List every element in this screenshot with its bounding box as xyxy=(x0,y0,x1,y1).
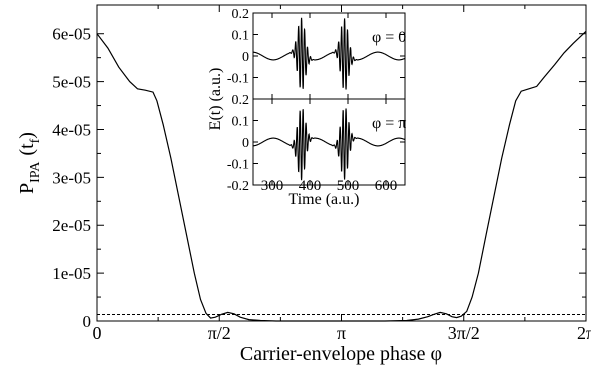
y-label-arg: (t xyxy=(16,143,38,156)
main-y-tick-label: 4e-05 xyxy=(52,120,91,139)
inset-y-tick-label: 0 xyxy=(242,136,249,151)
inset-waveform-line xyxy=(253,108,406,181)
main-plot: 0 1e-05 2e-05 3e-05 4e-05 5e-05 6e-05 0 π/2 π 3π/… xyxy=(16,4,591,365)
main-y-tick-label: 1e-05 xyxy=(52,264,91,283)
main-series-group xyxy=(96,30,587,322)
main-y-tick-label: 0 xyxy=(83,312,92,331)
inset-bottom-panel-label: φ = π xyxy=(372,115,406,132)
main-y-tick-label: 2e-05 xyxy=(52,216,91,235)
main-y-tick-label: 5e-05 xyxy=(52,73,91,92)
main-y-tick-label: 6e-05 xyxy=(52,25,91,44)
main-x-tick-label: π/2 xyxy=(208,323,231,343)
main-y-axis: 0 1e-05 2e-05 3e-05 4e-05 5e-05 6e-05 xyxy=(52,25,586,331)
y-label-main: P xyxy=(16,183,38,194)
inset-y-axis-label: E(t) (a.u.) xyxy=(207,68,224,131)
inset-y-tick-label: -0.1 xyxy=(227,72,249,87)
inset-x-tick-label: 400 xyxy=(299,178,322,194)
main-series-line xyxy=(96,30,587,322)
inset-y-tick-label: 0.1 xyxy=(232,115,250,130)
main-x-tick-label: 3π/2 xyxy=(448,323,480,343)
inset-y-axis: 0.2 0.1 0 -0.1 0.2 0.1 0 -0.1 -0.2 xyxy=(227,7,405,194)
main-x-tick-label: 2π xyxy=(577,323,591,343)
inset-x-tick-label: 300 xyxy=(261,178,284,194)
main-x-axis-label: Carrier-envelope phase φ xyxy=(240,343,442,365)
inset-plot: 0.20.10-0.10.20.10-0.1-0.2 300 400 500 600 … xyxy=(207,7,406,208)
inset-x-axis-label: Time (a.u.) xyxy=(289,191,360,208)
main-x-tick-label: 0 xyxy=(93,323,102,343)
main-x-axis: 0 π/2 π 3π/2 2π xyxy=(93,5,591,343)
inset-y-tick-label: 0.2 xyxy=(232,93,250,108)
inset-y-tick-label: 0 xyxy=(242,50,249,65)
main-x-tick-label: π xyxy=(337,323,346,343)
y-label-arg-close: ) xyxy=(16,132,38,139)
inset-y-tick-label: -0.2 xyxy=(227,179,249,194)
inset-waveform-line xyxy=(253,17,406,90)
main-y-tick-label: 3e-05 xyxy=(52,168,91,187)
main-y-axis-label: PIPA (tf) xyxy=(16,132,43,194)
y-label-subscript: IPA xyxy=(28,161,43,183)
inset-x-tick-label: 600 xyxy=(375,178,398,194)
inset-y-tick-label: 0.1 xyxy=(232,29,250,44)
inset-top-panel-label: φ = 0 xyxy=(372,29,406,46)
inset-series-group xyxy=(253,17,406,181)
inset-x-tick-label: 500 xyxy=(337,178,360,194)
y-label-arg-subscript: f xyxy=(28,138,43,143)
inset-x-axis: 300 400 500 600 xyxy=(261,13,398,194)
inset-y-tick-label: 0.2 xyxy=(232,7,250,22)
inset-y-tick-label: -0.1 xyxy=(227,158,249,173)
